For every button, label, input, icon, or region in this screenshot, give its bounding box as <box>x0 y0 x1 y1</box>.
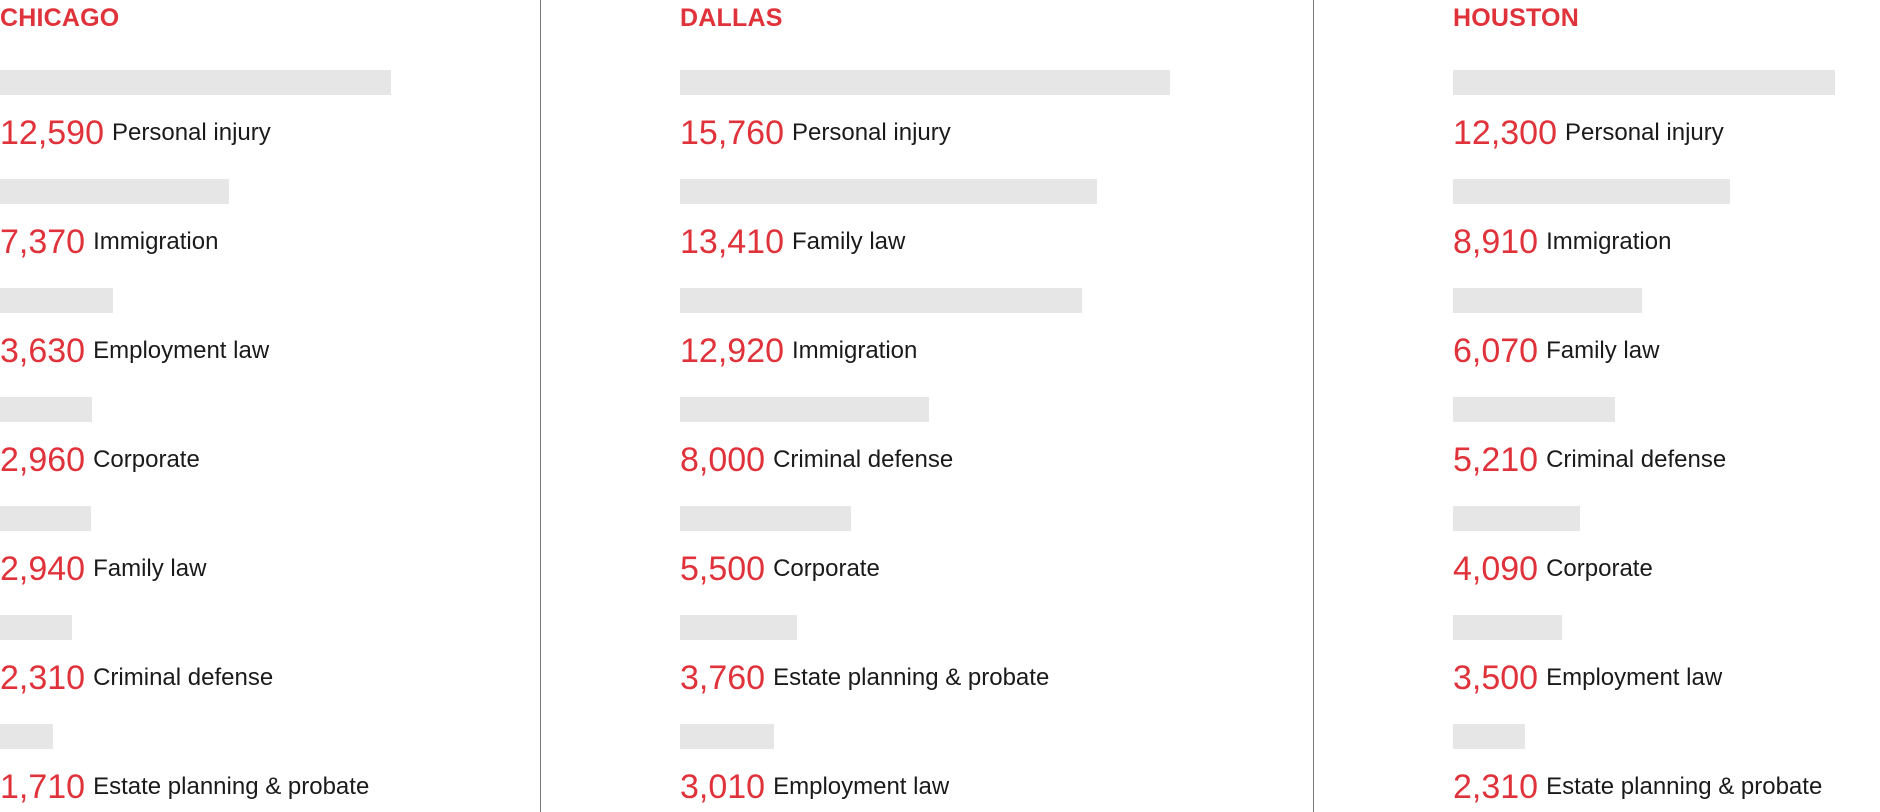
chart-panel-dallas: DALLAS 15,760 Personal injury 13,410 Family… <box>680 0 1300 812</box>
category-label: Family law <box>1546 337 1660 364</box>
bar <box>1453 70 1835 95</box>
category-label: Employment law <box>93 337 270 364</box>
data-label: 4,090 <box>1453 550 1539 588</box>
chart-panel-chicago: CHICAGO 12,590 Personal injury 7,370 Immigr… <box>0 0 540 812</box>
data-label: 3,630 <box>0 332 86 370</box>
bar-label: 2,310 Criminal defense <box>0 658 273 698</box>
data-label: 2,310 <box>0 659 86 697</box>
bar-label: 13,410 Family law <box>680 222 905 262</box>
category-label: Employment law <box>773 773 950 800</box>
category-label: Personal injury <box>792 119 951 146</box>
bar-label: 15,760 Personal injury <box>680 113 951 153</box>
category-label: Immigration <box>792 337 918 364</box>
bar-label: 6,070 Family law <box>1453 331 1659 371</box>
bar-label: 2,310 Estate planning & probate <box>1453 767 1822 807</box>
bar <box>0 724 53 749</box>
category-label: Employment law <box>1546 664 1723 691</box>
data-label: 12,590 <box>0 114 104 152</box>
category-label: Immigration <box>93 228 219 255</box>
category-label: Corporate <box>773 555 880 582</box>
category-label: Criminal defense <box>773 446 954 473</box>
bar <box>680 506 851 531</box>
data-label: 6,070 <box>1453 332 1539 370</box>
category-label: Corporate <box>1546 555 1653 582</box>
bar <box>1453 397 1615 422</box>
data-label: 2,310 <box>1453 768 1539 806</box>
data-label: 13,410 <box>680 223 784 261</box>
category-label: Family law <box>792 228 906 255</box>
bar-label: 5,210 Criminal defense <box>1453 440 1726 480</box>
data-label: 3,010 <box>680 768 766 806</box>
data-label: 1,710 <box>0 768 86 806</box>
bar <box>0 397 92 422</box>
bar-label: 8,910 Immigration <box>1453 222 1671 262</box>
bar-label: 2,960 Corporate <box>0 440 200 480</box>
panel-title: CHICAGO <box>0 4 120 32</box>
category-label: Family law <box>93 555 207 582</box>
bar <box>1453 288 1642 313</box>
bar-label: 3,010 Employment law <box>680 767 949 807</box>
bar <box>0 179 229 204</box>
bar-label: 12,590 Personal injury <box>0 113 271 153</box>
bar-label: 7,370 Immigration <box>0 222 218 262</box>
data-label: 3,760 <box>680 659 766 697</box>
data-label: 12,300 <box>1453 114 1557 152</box>
category-label: Criminal defense <box>1546 446 1727 473</box>
bar-label: 12,300 Personal injury <box>1453 113 1724 153</box>
bar <box>680 397 929 422</box>
bar-label: 2,940 Family law <box>0 549 206 589</box>
bar-label: 12,920 Immigration <box>680 331 917 371</box>
panel-title: HOUSTON <box>1453 4 1579 32</box>
bar <box>1453 615 1562 640</box>
panel-divider <box>540 0 541 812</box>
bar <box>1453 179 1730 204</box>
bar <box>680 724 774 749</box>
data-label: 7,370 <box>0 223 86 261</box>
data-label: 12,920 <box>680 332 784 370</box>
bar-label: 1,710 Estate planning & probate <box>0 767 369 807</box>
category-label: Estate planning & probate <box>773 664 1050 691</box>
data-label: 8,910 <box>1453 223 1539 261</box>
bar-label: 3,630 Employment law <box>0 331 269 371</box>
bar-label: 5,500 Corporate <box>680 549 880 589</box>
bar <box>0 506 91 531</box>
category-label: Estate planning & probate <box>93 773 370 800</box>
bar <box>1453 724 1525 749</box>
bar-label: 4,090 Corporate <box>1453 549 1653 589</box>
category-label: Estate planning & probate <box>1546 773 1823 800</box>
bar-label: 3,500 Employment law <box>1453 658 1722 698</box>
bar <box>0 288 113 313</box>
category-label: Corporate <box>93 446 200 473</box>
data-label: 5,210 <box>1453 441 1539 479</box>
data-label: 15,760 <box>680 114 784 152</box>
bar-label: 3,760 Estate planning & probate <box>680 658 1049 698</box>
category-label: Personal injury <box>1565 119 1724 146</box>
data-label: 2,960 <box>0 441 86 479</box>
data-label: 8,000 <box>680 441 766 479</box>
data-label: 3,500 <box>1453 659 1539 697</box>
category-label: Criminal defense <box>93 664 274 691</box>
data-label: 2,940 <box>0 550 86 588</box>
bar <box>680 70 1170 95</box>
category-label: Personal injury <box>112 119 271 146</box>
bar <box>0 615 72 640</box>
data-label: 5,500 <box>680 550 766 588</box>
chart-panel-houston: HOUSTON 12,300 Personal injury 8,910 Immigr… <box>1453 0 1880 812</box>
bar <box>680 615 797 640</box>
category-label: Immigration <box>1546 228 1672 255</box>
bar <box>680 179 1097 204</box>
bar <box>0 70 391 95</box>
panel-title: DALLAS <box>680 4 783 32</box>
bar <box>680 288 1082 313</box>
bar <box>1453 506 1580 531</box>
panel-divider <box>1313 0 1314 812</box>
bar-label: 8,000 Criminal defense <box>680 440 953 480</box>
